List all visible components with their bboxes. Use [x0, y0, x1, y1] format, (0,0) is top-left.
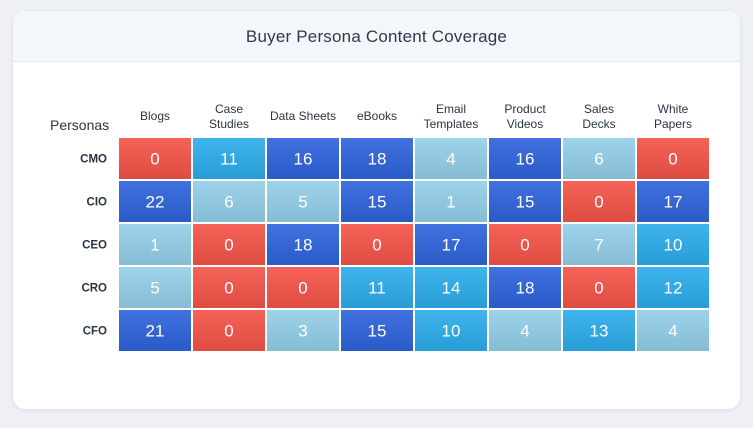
x-tick-label: Blogs — [140, 109, 170, 123]
cell-value-label: 0 — [372, 236, 381, 255]
cell-value-label: 18 — [368, 150, 387, 169]
y-tick-label: CRO — [81, 283, 107, 295]
cell-value-label: 6 — [224, 193, 233, 212]
x-tick-label: White Papers — [654, 102, 692, 131]
cell-value-label: 4 — [520, 322, 529, 341]
y-axis-title: Personas — [50, 117, 109, 133]
cell-value-label: 16 — [294, 150, 313, 169]
y-tick-label: CIO — [87, 197, 108, 209]
heatmap-cell — [635, 136, 711, 181]
heatmap-cell — [635, 308, 711, 353]
heatmap-cell — [487, 308, 563, 353]
cell-value-label: 0 — [224, 236, 233, 255]
cell-value-label: 0 — [668, 150, 677, 169]
cell-value-label: 13 — [590, 322, 609, 341]
y-tick-label: CFO — [83, 326, 107, 338]
heatmap-chart: Personas Blogs Case Studies Data Sheets eBook… — [50, 102, 711, 353]
heatmap-cell — [117, 179, 193, 224]
cell-value-label: 0 — [594, 279, 603, 298]
x-tick-label: eBooks — [357, 109, 397, 123]
heatmap-cell — [487, 265, 563, 310]
cell-value-label: 18 — [294, 236, 313, 255]
heatmap-cell — [561, 136, 637, 181]
heatmap-cell — [339, 222, 415, 267]
cell-value-label: 11 — [368, 279, 386, 298]
cell-value-label: 3 — [298, 322, 307, 341]
heatmap-cell — [191, 222, 267, 267]
cell-value-label: 0 — [520, 236, 529, 255]
cell-value-label: 22 — [146, 193, 165, 212]
card-header — [13, 11, 740, 62]
cell-value-label: 7 — [594, 236, 603, 255]
cell-value-label: 4 — [668, 322, 677, 341]
heatmap-cell — [265, 179, 341, 224]
cell-value-label: 16 — [516, 150, 535, 169]
y-tick-label: CEO — [82, 240, 107, 252]
heatmap-cell — [487, 222, 563, 267]
heatmap-cell — [339, 308, 415, 353]
heatmap-cell — [561, 179, 637, 224]
heatmap-cell — [413, 136, 489, 181]
cell-value-label: 0 — [224, 279, 233, 298]
cell-value-label: 10 — [664, 236, 683, 255]
cell-value-label: 4 — [446, 150, 455, 169]
heatmap-cell — [413, 265, 489, 310]
heatmap-cell — [265, 222, 341, 267]
x-tick-label: Case Studies — [209, 102, 249, 131]
cell-value-label: 1 — [150, 236, 159, 255]
cell-value-label: 12 — [664, 279, 683, 298]
cell-value-label: 15 — [516, 193, 535, 212]
cell-value-label: 0 — [594, 193, 603, 212]
cell-value-label: 1 — [446, 193, 455, 212]
x-tick-label: Email Templates — [424, 102, 479, 131]
cell-value-label: 5 — [298, 193, 307, 212]
cell-value-label: 0 — [224, 322, 233, 341]
chart-card: Buyer Persona Content Coverage Personas B… — [13, 11, 740, 409]
cell-value-label: 6 — [594, 150, 603, 169]
heatmap-cell — [413, 222, 489, 267]
heatmap-cell — [265, 136, 341, 181]
cell-value-label: 11 — [220, 150, 238, 169]
x-tick-label: Product Videos — [504, 102, 546, 131]
y-tick-label: CMO — [80, 154, 107, 166]
x-tick-label: Data Sheets — [270, 109, 336, 123]
cell-value-label: 14 — [442, 279, 461, 298]
x-tick-label: Sales Decks — [582, 102, 615, 131]
heatmap-cell — [265, 308, 341, 353]
cell-value-label: 21 — [146, 322, 165, 341]
cell-value-label: 17 — [664, 193, 683, 212]
cell-value-label: 15 — [368, 322, 387, 341]
cell-value-label: 17 — [442, 236, 461, 255]
heatmap-cell — [191, 265, 267, 310]
heatmap-cell — [339, 265, 415, 310]
cell-value-label: 0 — [298, 279, 307, 298]
heatmap-cell — [191, 308, 267, 353]
cell-value-label: 15 — [368, 193, 387, 212]
heatmap-cell — [635, 179, 711, 224]
cell-value-label: 18 — [516, 279, 535, 298]
cell-value-label: 0 — [150, 150, 159, 169]
cell-value-label: 10 — [442, 322, 461, 341]
chart-title: Buyer Persona Content Coverage — [245, 27, 508, 46]
cell-value-label: 5 — [150, 279, 159, 298]
